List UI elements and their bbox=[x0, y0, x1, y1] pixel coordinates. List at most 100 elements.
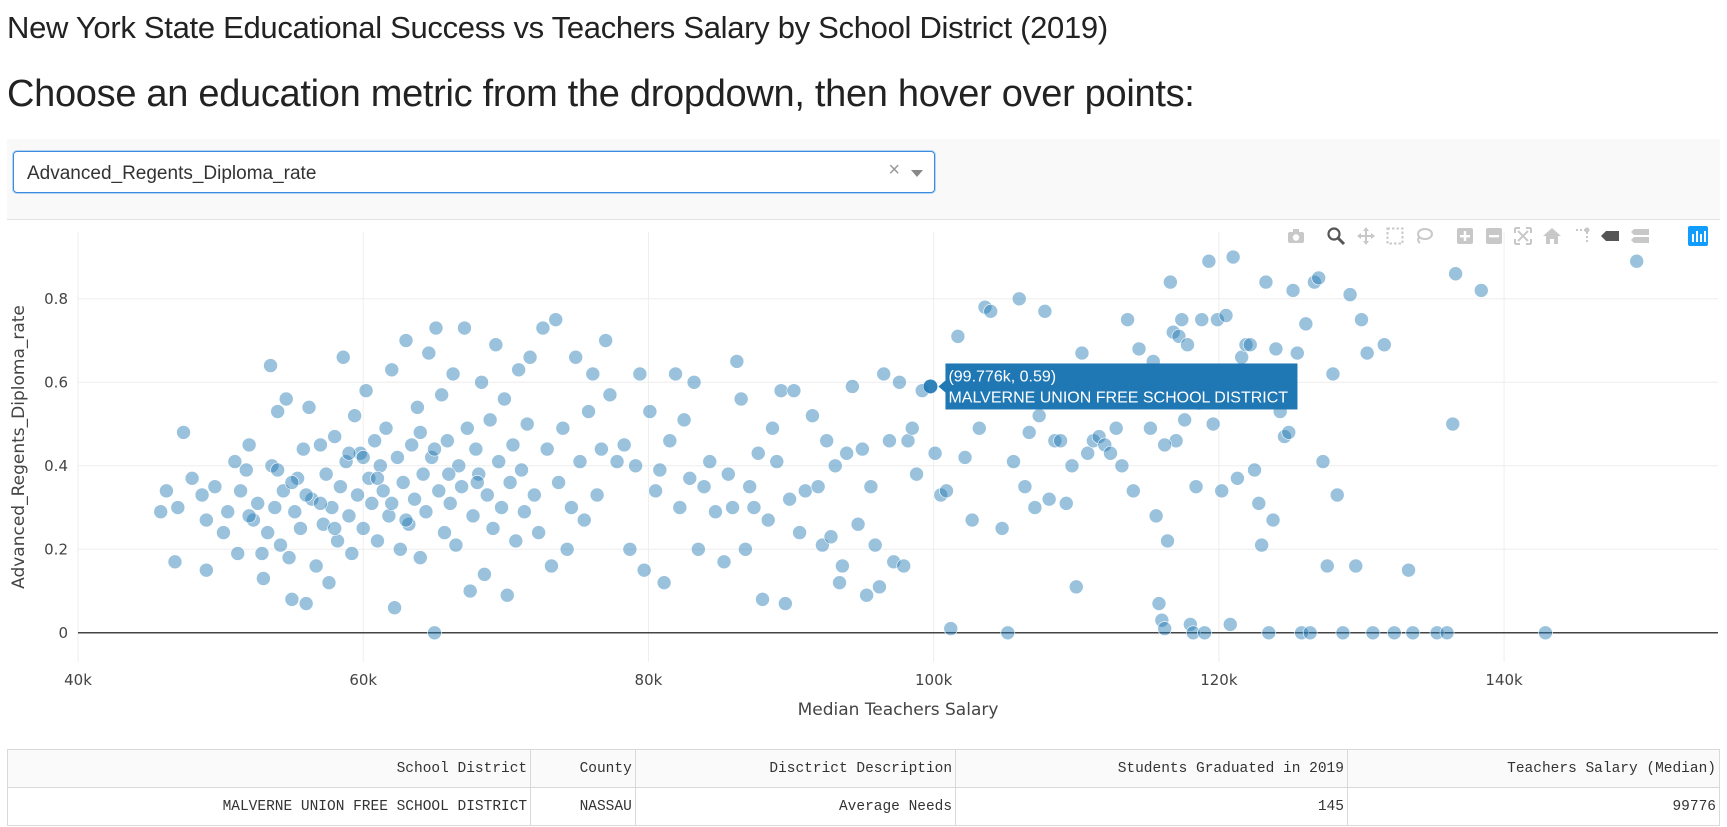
scatter-point[interactable] bbox=[539, 441, 555, 457]
scatter-chart[interactable]: 40k 60k 80k 100k 120k 140k 0 0.2 0.4 0.6 0.8 Median… bbox=[0, 215, 1727, 745]
scatter-point[interactable] bbox=[517, 504, 532, 520]
scatter-point[interactable] bbox=[598, 333, 613, 348]
scatter-point[interactable] bbox=[1185, 625, 1201, 641]
scatter-point[interactable] bbox=[199, 562, 214, 578]
scatter-point[interactable] bbox=[738, 541, 753, 557]
metric-dropdown[interactable]: Advanced_Regents_Diploma_rate × bbox=[13, 151, 935, 193]
scatter-point[interactable] bbox=[485, 521, 501, 536]
scatter-point[interactable] bbox=[159, 483, 174, 499]
scatter-point[interactable] bbox=[1242, 337, 1258, 353]
scatter-point[interactable] bbox=[1225, 249, 1241, 265]
scatter-point[interactable] bbox=[1108, 420, 1124, 436]
scatter-point[interactable] bbox=[863, 479, 879, 494]
scatter-point[interactable] bbox=[267, 500, 283, 515]
scatter-point[interactable] bbox=[1041, 491, 1057, 507]
scatter-point[interactable] bbox=[1126, 483, 1141, 499]
scatter-point[interactable] bbox=[381, 508, 397, 524]
scatter-point[interactable] bbox=[971, 420, 987, 436]
scatter-point[interactable] bbox=[355, 450, 371, 465]
scatter-point[interactable] bbox=[672, 500, 688, 515]
scatter-point[interactable] bbox=[308, 558, 324, 574]
scatter-point[interactable] bbox=[1290, 345, 1305, 361]
scatter-point[interactable] bbox=[1238, 337, 1254, 353]
scatter-point[interactable] bbox=[1168, 433, 1184, 449]
scatter-point[interactable] bbox=[1261, 625, 1277, 641]
scatter-point[interactable] bbox=[1294, 625, 1309, 641]
scatter-point[interactable] bbox=[676, 412, 692, 428]
column-header[interactable]: Disctrict Description bbox=[634, 749, 957, 788]
scatter-point[interactable] bbox=[896, 558, 912, 574]
scatter-point[interactable] bbox=[1315, 454, 1331, 469]
scatter-point[interactable] bbox=[338, 454, 354, 469]
scatter-point[interactable] bbox=[551, 475, 566, 490]
scatter-point[interactable] bbox=[434, 387, 449, 403]
scatter-point[interactable] bbox=[350, 487, 365, 503]
scatter-point[interactable] bbox=[1311, 270, 1326, 286]
scatter-point[interactable] bbox=[421, 345, 437, 361]
scatter-point[interactable] bbox=[1277, 429, 1292, 444]
scatter-point[interactable] bbox=[835, 558, 850, 574]
scatter-point[interactable] bbox=[1047, 433, 1063, 449]
scatter-point[interactable] bbox=[668, 366, 683, 382]
scatter-point[interactable] bbox=[287, 504, 303, 520]
scatter-point[interactable] bbox=[505, 437, 521, 453]
scatter-point[interactable] bbox=[750, 445, 766, 461]
reset-axes-icon[interactable] bbox=[1540, 224, 1564, 248]
scatter-point[interactable] bbox=[819, 433, 834, 449]
scatter-point[interactable] bbox=[519, 416, 535, 432]
scatter-point[interactable] bbox=[765, 420, 780, 436]
scatter-point[interactable] bbox=[628, 458, 643, 474]
scatter-point[interactable] bbox=[805, 408, 820, 423]
scatter-point[interactable] bbox=[431, 483, 447, 499]
scatter-point[interactable] bbox=[778, 596, 793, 611]
scatter-point[interactable] bbox=[1151, 596, 1167, 611]
scatter-point[interactable] bbox=[333, 479, 348, 494]
scatter-point[interactable] bbox=[474, 374, 489, 390]
scatter-point[interactable] bbox=[892, 374, 907, 390]
scatter-point[interactable] bbox=[454, 479, 469, 494]
scatter-point[interactable] bbox=[616, 437, 632, 453]
scatter-point[interactable] bbox=[1325, 366, 1341, 382]
scatter-point[interactable] bbox=[535, 320, 551, 336]
scatter-point[interactable] bbox=[296, 441, 311, 457]
scatter-point[interactable] bbox=[555, 420, 571, 436]
scatter-point[interactable] bbox=[250, 496, 265, 511]
scatter-point[interactable] bbox=[270, 404, 285, 419]
scatter-point[interactable] bbox=[1205, 416, 1221, 432]
scatter-point[interactable] bbox=[1080, 445, 1095, 461]
scatter-point[interactable] bbox=[786, 383, 802, 398]
scatter-point[interactable] bbox=[315, 516, 331, 532]
scatter-point[interactable] bbox=[527, 487, 542, 503]
scatter-point[interactable] bbox=[460, 420, 475, 436]
scatter-point[interactable] bbox=[445, 366, 461, 382]
scatter-point[interactable] bbox=[943, 621, 959, 636]
scatter-point[interactable] bbox=[859, 587, 874, 603]
scatter-point[interactable] bbox=[904, 420, 920, 436]
scatter-point[interactable] bbox=[1298, 316, 1314, 332]
scatter-point[interactable] bbox=[502, 475, 518, 490]
scatter-point[interactable] bbox=[428, 320, 444, 336]
scatter-point[interactable] bbox=[845, 379, 860, 394]
scatter-point[interactable] bbox=[1097, 437, 1113, 453]
scatter-point[interactable] bbox=[909, 466, 924, 482]
scatter-point[interactable] bbox=[576, 512, 592, 528]
scatter-point[interactable] bbox=[1027, 500, 1043, 515]
zoom-out-icon[interactable] bbox=[1482, 224, 1506, 248]
scatter-point[interactable] bbox=[1629, 253, 1645, 269]
scatter-point[interactable] bbox=[691, 541, 706, 557]
scatter-point[interactable] bbox=[241, 437, 257, 453]
scatter-point[interactable] bbox=[412, 550, 428, 565]
scatter-point[interactable] bbox=[270, 462, 285, 478]
scatter-point[interactable] bbox=[273, 537, 288, 553]
scatter-point[interactable] bbox=[1359, 345, 1375, 361]
scatter-point[interactable] bbox=[872, 579, 887, 595]
zoom-icon[interactable] bbox=[1324, 224, 1348, 248]
scatter-point[interactable] bbox=[488, 337, 504, 353]
scatter-point[interactable] bbox=[1000, 625, 1016, 641]
scatter-point[interactable] bbox=[720, 466, 736, 482]
scatter-point[interactable] bbox=[418, 504, 434, 520]
scatter-point[interactable] bbox=[494, 500, 509, 515]
scatter-point[interactable] bbox=[983, 304, 998, 319]
column-header[interactable]: Students Graduated in 2019 bbox=[955, 749, 1348, 788]
scatter-point[interactable] bbox=[153, 504, 169, 520]
